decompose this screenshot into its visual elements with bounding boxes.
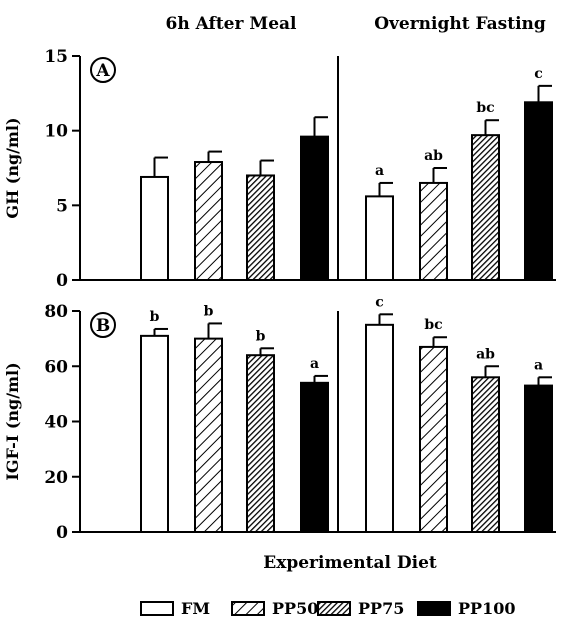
y-tick-label: 80 <box>44 302 68 322</box>
bar-pp100 <box>524 384 553 533</box>
legend-swatch-pp100 <box>417 601 451 616</box>
bar-fm <box>365 323 394 533</box>
significance-letter: b <box>204 303 214 319</box>
legend: FM PP50 PP75 PP100 <box>140 599 515 618</box>
panel-A: 0 5 10 15 GH (ng/ml) Aa ab bc c <box>3 47 556 291</box>
bar-pp75 <box>471 376 500 533</box>
bar-pp75 <box>246 354 275 534</box>
x-axis-label: Experimental Diet <box>263 553 437 573</box>
significance-letter: a <box>534 357 543 373</box>
y-tick-label: 10 <box>44 122 68 142</box>
y-axis-label: IGF-I (ng/ml) <box>3 362 22 480</box>
legend-label-fm: FM <box>181 599 210 618</box>
panel-label-circle <box>90 57 116 83</box>
bar-fm <box>140 334 169 533</box>
bar-pp75 <box>471 134 500 281</box>
panel-label: A <box>95 61 110 81</box>
y-tick-label: 0 <box>56 523 68 543</box>
y-tick-label: 15 <box>44 47 68 67</box>
right-group-title: Overnight Fasting <box>374 14 546 34</box>
legend-swatch-pp75 <box>317 601 351 616</box>
y-tick-label: 5 <box>56 196 68 216</box>
bar-pp50 <box>194 161 223 282</box>
legend-label-pp75: PP75 <box>358 599 404 618</box>
y-tick-label: 0 <box>56 271 68 291</box>
legend-label-pp50: PP50 <box>272 599 318 618</box>
significance-letter: c <box>375 294 384 310</box>
y-tick-label: 40 <box>44 413 68 433</box>
left-group-title: 6h After Meal <box>166 14 298 34</box>
bar-pp50 <box>194 337 223 533</box>
y-axis-label: GH (ng/ml) <box>3 117 22 218</box>
bar-fm <box>365 195 394 281</box>
panel-label-circle <box>90 312 116 338</box>
significance-letter: b <box>256 328 266 344</box>
significance-letter: c <box>534 66 543 82</box>
bar-pp100 <box>300 381 329 534</box>
bar-pp50 <box>419 181 448 281</box>
legend-swatch-fm <box>140 601 174 616</box>
legend-label-pp100: PP100 <box>458 599 515 618</box>
significance-letter: a <box>310 356 319 372</box>
significance-letter: bc <box>476 100 494 116</box>
bar-pp50 <box>419 345 448 533</box>
significance-letter: a <box>375 163 384 179</box>
significance-letter: ab <box>424 148 443 164</box>
bar-fm <box>140 175 169 282</box>
panel-B: 0 20 40 60 80 IGF-I (ng/ml) B b b b a c bc ab a <box>3 294 556 543</box>
bar-pp75 <box>246 174 275 281</box>
legend-swatch-pp50 <box>231 601 265 616</box>
panel-label: B <box>96 316 110 336</box>
significance-letter: ab <box>476 346 495 362</box>
y-tick-label: 60 <box>44 357 68 377</box>
bar-pp100 <box>300 135 329 281</box>
bar-pp100 <box>524 101 553 281</box>
significance-letter: bc <box>424 317 442 333</box>
y-tick-label: 20 <box>44 468 68 488</box>
significance-letter: b <box>150 309 160 325</box>
